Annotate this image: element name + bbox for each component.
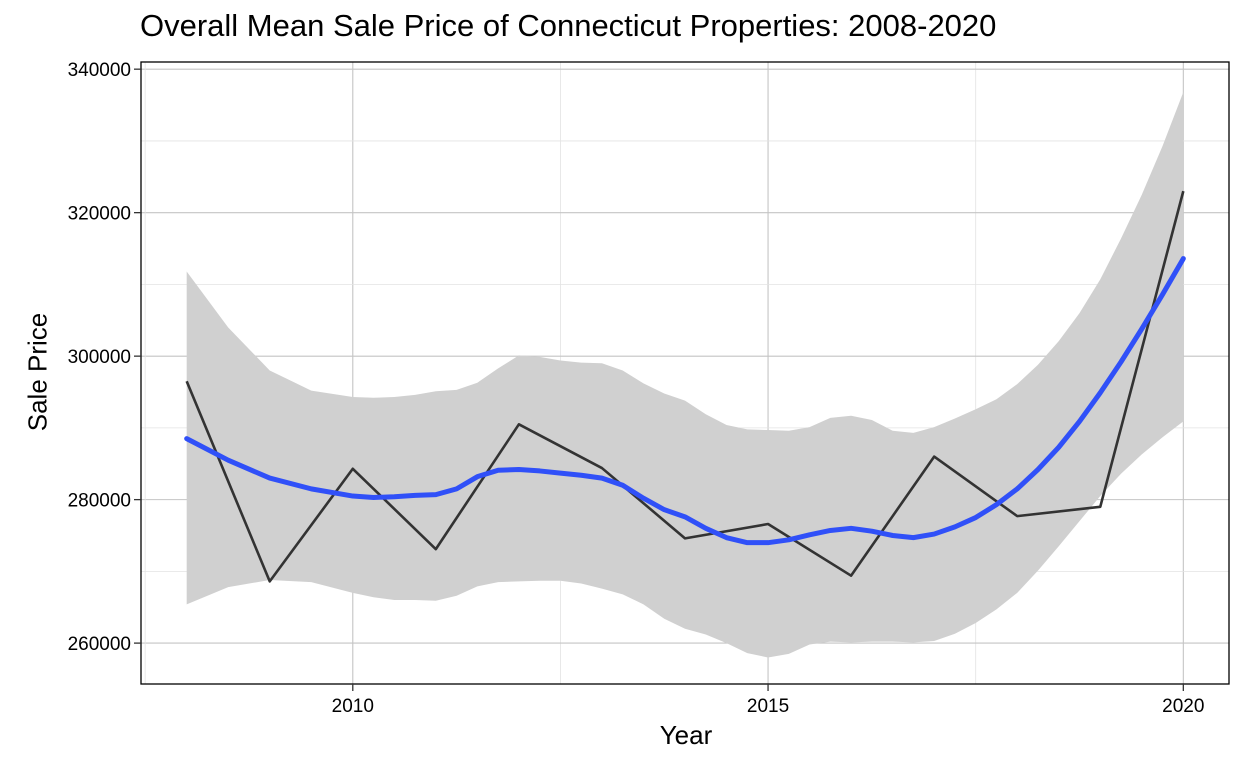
series-line [185, 190, 1185, 583]
x-tick-label: 2020 [1162, 696, 1204, 717]
y-tick-label: 280000 [68, 491, 131, 512]
confidence-band [186, 92, 1184, 658]
smooth-line-layer [184, 256, 1186, 546]
y-tick-label: 340000 [68, 60, 131, 81]
y-tick-label: 300000 [68, 347, 131, 368]
confidence-band-layer [186, 92, 1184, 658]
x-axis-title: Year [659, 720, 713, 750]
x-tick-label: 2015 [747, 696, 789, 717]
series-line-layer [185, 190, 1185, 583]
y-tick-label: 260000 [68, 634, 131, 655]
chart-title: Overall Mean Sale Price of Connecticut P… [140, 8, 997, 43]
axes: 2010 2015 2020 260000 280000 300000 320000 3400… [68, 60, 1230, 717]
x-tick-label: 2010 [332, 696, 374, 717]
plot-border [140, 61, 1230, 685]
y-tick-label: 320000 [68, 204, 131, 225]
y-axis-title: Sale Price [22, 312, 53, 432]
smooth-line [184, 256, 1186, 546]
